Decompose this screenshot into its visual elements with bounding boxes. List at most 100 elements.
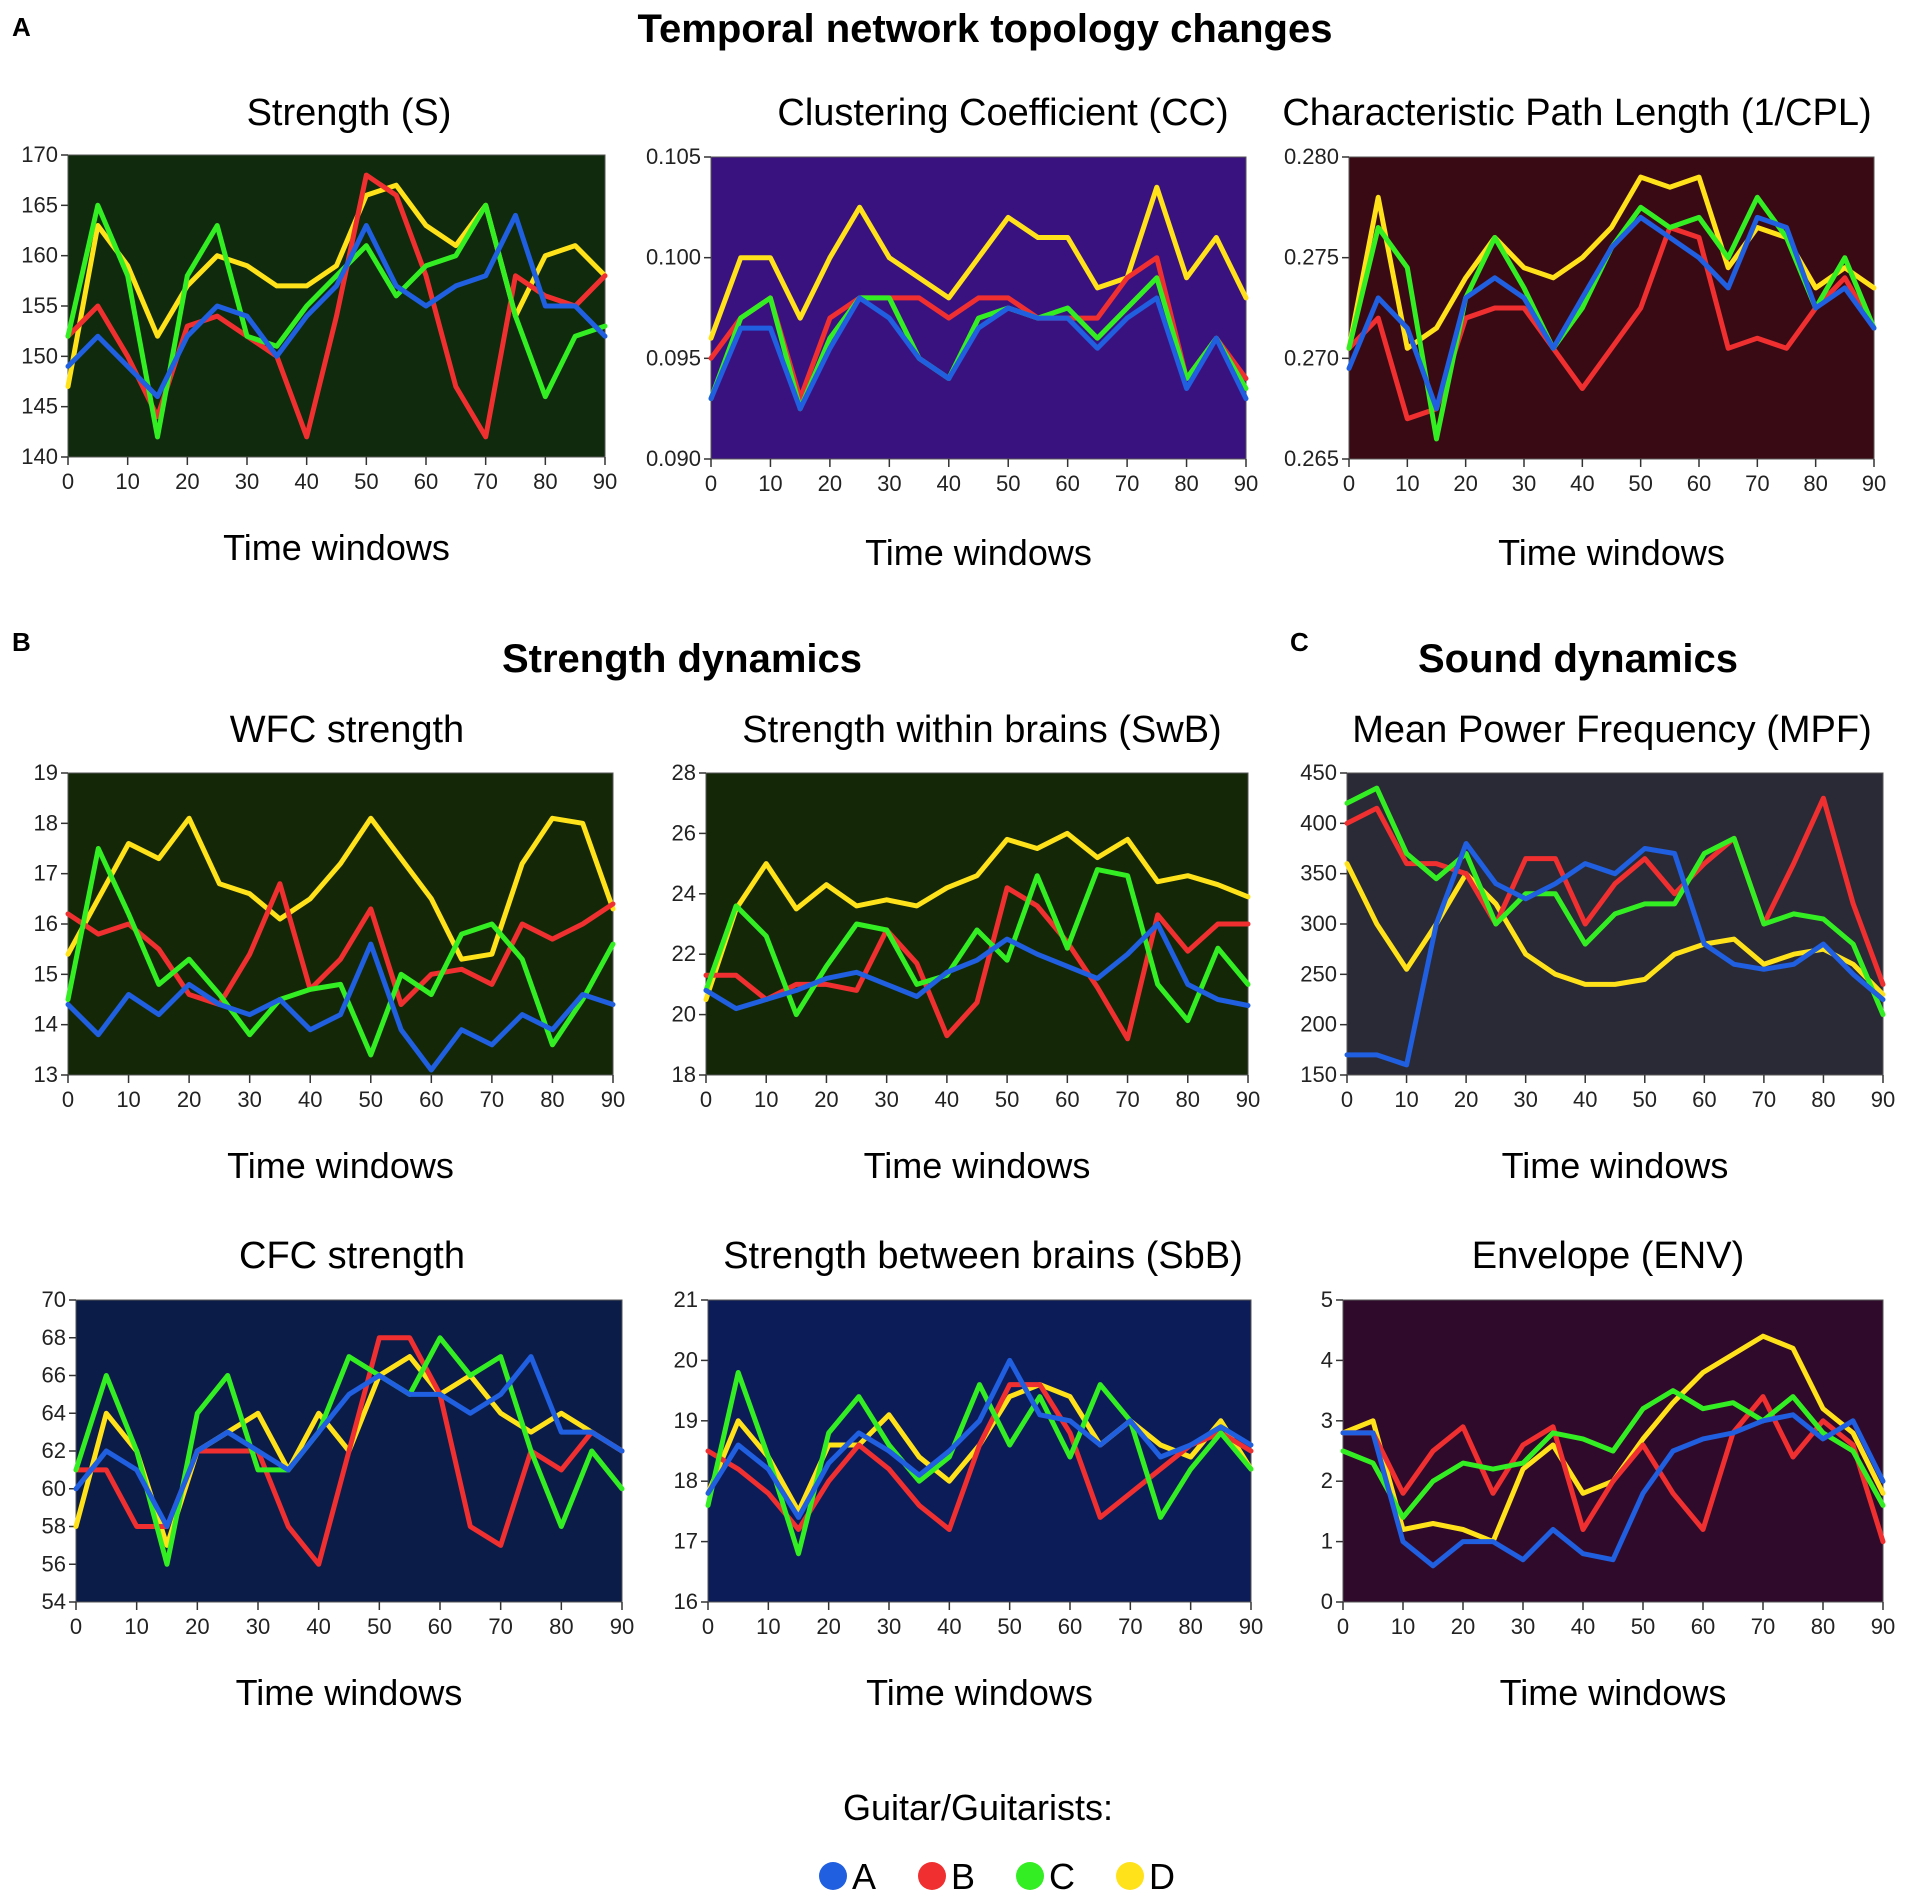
chart-title: Strength within brains (SwB) [742,709,1221,751]
x-tick-label: 70 [1752,1087,1776,1112]
y-tick-label: 18 [674,1468,698,1493]
x-tick-label: 40 [298,1087,322,1112]
y-tick-label: 16 [674,1589,698,1614]
legend-swatch [819,1862,847,1890]
y-tick-label: 0.280 [1284,144,1339,169]
chart-strength-within-brains-swb: Strength within brains (SwB) 18 20 22 24 26 28… [672,709,1261,1186]
x-tick-label: 90 [1234,471,1258,496]
y-tick-label: 0.105 [646,144,701,169]
y-tick-label: 19 [674,1408,698,1433]
x-tick-label: 80 [549,1614,573,1639]
x-tick-label: 10 [1394,1087,1418,1112]
y-tick-label: 250 [1300,961,1337,986]
x-tick-label: 30 [874,1087,898,1112]
series-line-c [703,867,1251,1024]
series-line-c [65,846,616,1058]
y-tick-label: 0.090 [646,446,701,471]
x-tick-label: 40 [935,1087,959,1112]
x-tick-label: 80 [1803,471,1827,496]
x-tick-label: 20 [185,1614,209,1639]
x-tick-label: 60 [1055,1087,1079,1112]
y-tick-label: 0.100 [646,245,701,270]
x-tick-label: 40 [1570,471,1594,496]
x-tick-label: 80 [1176,1087,1200,1112]
chart-strength-s: Strength (S) 140 145 150 155 160 165 170 0 10 20 30… [21,92,617,568]
x-tick-label: 60 [1055,471,1079,496]
x-tick-label: 0 [1341,1087,1353,1112]
x-tick-label: 20 [1454,1087,1478,1112]
x-axis-label: Time windows [1502,1145,1729,1186]
chart-title: Clustering Coefficient (CC) [777,92,1228,134]
x-tick-label: 80 [1178,1614,1202,1639]
x-tick-label: 20 [175,469,199,494]
series-line-a [65,212,608,400]
x-tick-label: 10 [124,1614,148,1639]
x-tick-label: 90 [1862,471,1886,496]
x-tick-label: 30 [1511,1614,1535,1639]
x-axis-label: Time windows [236,1672,463,1713]
x-tick-label: 40 [306,1614,330,1639]
x-tick-label: 70 [1115,1087,1139,1112]
y-tick-label: 155 [21,293,58,318]
series-line-c [65,202,608,440]
series-line-b [1340,1394,1886,1545]
y-tick-label: 20 [674,1347,698,1372]
y-tick-label: 19 [34,760,58,785]
x-tick-label: 90 [593,469,617,494]
y-tick-label: 17 [34,861,58,886]
y-tick-label: 0 [1321,1589,1333,1614]
chart-title: Strength (S) [247,92,452,134]
y-tick-label: 14 [34,1012,58,1037]
x-axis-label: Time windows [227,1145,454,1186]
chart-title: Mean Power Frequency (MPF) [1352,709,1872,751]
legend-item-b: B [918,1856,975,1895]
chart-title: Strength between brains (SbB) [723,1235,1243,1277]
series-line-a [65,941,616,1073]
x-tick-label: 0 [1343,471,1355,496]
y-tick-label: 0.270 [1284,345,1339,370]
x-tick-label: 80 [540,1087,564,1112]
series-line-b [708,255,1249,402]
panel-title-b: Strength dynamics [502,637,862,681]
y-tick-label: 56 [42,1551,66,1576]
y-tick-label: 28 [672,760,696,785]
x-tick-label: 60 [1687,471,1711,496]
series-line-d [708,184,1249,341]
legend-swatch [1116,1862,1144,1890]
y-tick-label: 68 [42,1325,66,1350]
x-tick-label: 20 [814,1087,838,1112]
chart-title: WFC strength [230,709,464,751]
series-line-a [708,295,1249,412]
panel-letter-c: C [1290,627,1309,657]
x-tick-label: 10 [756,1614,780,1639]
chart-title: Characteristic Path Length (1/CPL) [1282,92,1871,134]
x-tick-label: 50 [996,471,1020,496]
x-tick-label: 10 [116,1087,140,1112]
panel-letter-a: A [12,12,31,42]
legend-swatch [1016,1862,1044,1890]
x-tick-label: 40 [1573,1087,1597,1112]
series-line-b [703,885,1251,1042]
x-tick-label: 90 [601,1087,625,1112]
y-tick-label: 66 [42,1363,66,1388]
series-line-a [1340,1412,1886,1569]
x-axis-label: Time windows [223,527,450,568]
x-tick-label: 40 [937,471,961,496]
x-tick-label: 50 [367,1614,391,1639]
x-tick-label: 90 [1239,1614,1263,1639]
x-tick-label: 40 [937,1614,961,1639]
series-line-b [65,172,608,440]
x-tick-label: 0 [1337,1614,1349,1639]
y-tick-label: 60 [42,1476,66,1501]
x-tick-label: 50 [1631,1614,1655,1639]
y-tick-label: 145 [21,394,58,419]
x-tick-label: 0 [705,471,717,496]
x-tick-label: 90 [610,1614,634,1639]
x-tick-label: 60 [419,1087,443,1112]
x-tick-label: 50 [997,1614,1021,1639]
chart-characteristic-path-length-1-cpl: Characteristic Path Length (1/CPL)0.2650… [1282,92,1886,573]
y-tick-label: 150 [1300,1062,1337,1087]
series-line-a [73,1354,625,1529]
y-tick-label: 0.275 [1284,245,1339,270]
